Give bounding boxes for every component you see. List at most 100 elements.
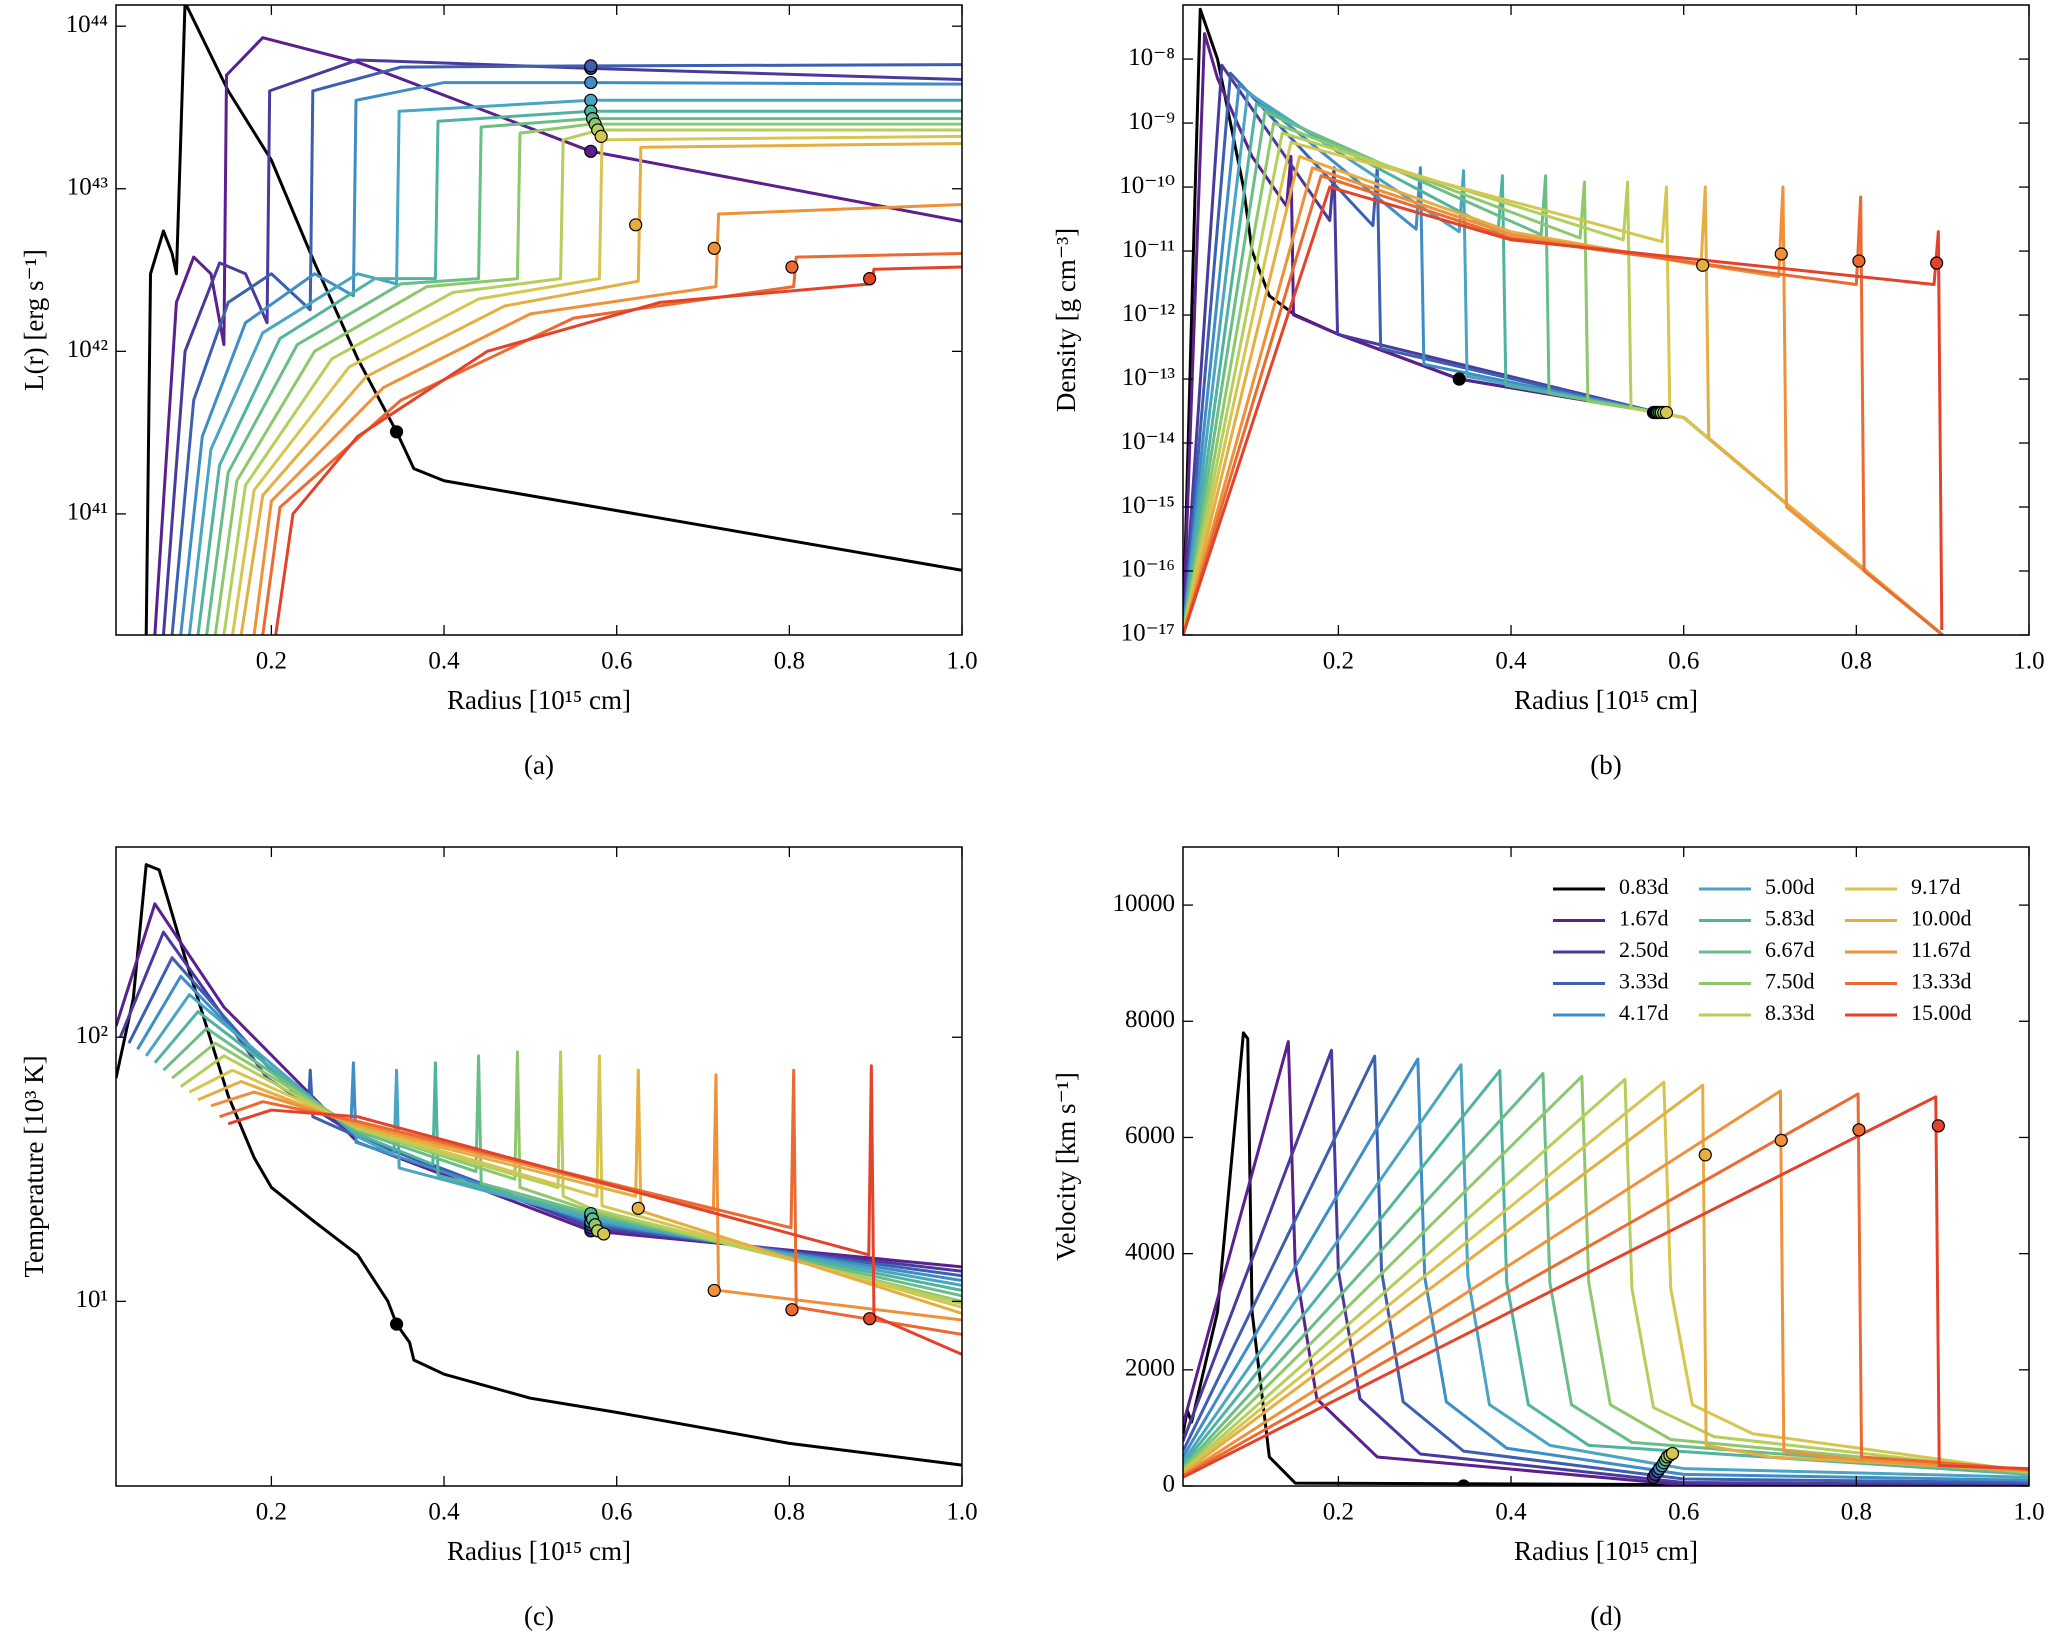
photosphere-marker: [707, 1283, 721, 1298]
y-tick-label: 10⁻¹¹: [1122, 236, 1175, 263]
series-line: [213, 122, 962, 635]
photosphere-marker: [785, 260, 799, 274]
photosphere-marker: [863, 272, 877, 286]
series-line: [1183, 1069, 2029, 1476]
photosphere-marker: [1452, 372, 1466, 386]
photosphere-marker: [389, 1317, 404, 1331]
series-line: [231, 134, 962, 635]
axes-frame: [1182, 4, 2030, 636]
legend-label: 1.67d: [1619, 906, 1669, 931]
y-tick-label: 6000: [1125, 1122, 1175, 1149]
series-line: [1183, 185, 1944, 635]
y-tick-label: 10⁻¹³: [1122, 364, 1176, 391]
y-tick-label: 2000: [1125, 1355, 1175, 1382]
x-tick-label: 1.0: [946, 1499, 977, 1526]
x-tick-label: 0.2: [1323, 1499, 1354, 1526]
y-tick-label: 10⁻¹⁵: [1121, 492, 1175, 519]
y-tick-label: 10⁻⁹: [1128, 108, 1175, 135]
series-line: [1183, 1054, 2029, 1485]
photosphere-marker: [584, 93, 598, 107]
x-tick-label: 0.6: [601, 1499, 632, 1526]
photosphere-marker: [863, 1312, 877, 1326]
series-line: [196, 109, 962, 635]
x-tick-label: 0.4: [1495, 648, 1527, 675]
series-line: [1183, 140, 1944, 635]
y-tick-label: 10⁻¹⁶: [1121, 556, 1175, 583]
y-tick-label: 10²: [76, 1022, 109, 1049]
y-tick-label: 10⁻⁸: [1128, 44, 1175, 71]
series-line: [1183, 1057, 2029, 1482]
series-line: [1183, 1072, 2029, 1475]
y-tick-label: 10000: [1113, 890, 1176, 917]
photosphere-marker: [1930, 256, 1944, 270]
x-axis-label: Radius [10¹⁵ cm]: [447, 1536, 631, 1566]
series-line: [1183, 1074, 2029, 1475]
plot-lines: [116, 863, 962, 1467]
legend-label: 2.50d: [1619, 937, 1669, 962]
photosphere-marker: [1659, 405, 1674, 420]
x-tick-label: 0.4: [428, 648, 460, 675]
legend-label: 3.33d: [1619, 969, 1669, 994]
series-line: [1183, 121, 1944, 635]
x-tick-label: 0.8: [1841, 648, 1872, 675]
panel: 0.2 0.4 0.6 0.8 1.0 0 2000 4000 6000 8000 10000 Rad…: [1051, 846, 2045, 1631]
series-line: [274, 265, 962, 635]
legend-label: 9.17d: [1911, 874, 1961, 899]
x-tick-label: 0.6: [1668, 1499, 1699, 1526]
y-tick-label: 8000: [1125, 1006, 1175, 1033]
x-tick-label: 0.6: [1668, 648, 1699, 675]
series-line: [162, 1026, 962, 1298]
y-tick-label: 0: [1163, 1471, 1176, 1498]
series-line: [170, 63, 962, 635]
series-line: [1183, 1031, 2029, 1486]
series-line: [1183, 102, 1944, 635]
x-tick-label: 0.8: [1841, 1499, 1872, 1526]
legend-label: 4.17d: [1619, 1000, 1669, 1025]
series-line: [118, 930, 962, 1273]
x-tick-label: 0.2: [256, 648, 287, 675]
x-tick-label: 1.0: [2013, 1499, 2044, 1526]
plot-lines: [1183, 1031, 2029, 1486]
y-axis-label: Temperature [10³ K]: [19, 1055, 49, 1277]
series-line: [1183, 1063, 2029, 1479]
photosphere-marker: [584, 59, 598, 73]
axes-frame: [1182, 846, 2030, 1487]
series-line: [179, 81, 962, 635]
x-tick-label: 0.8: [774, 1499, 805, 1526]
legend-label: 5.00d: [1765, 874, 1815, 899]
x-tick-label: 0.6: [601, 648, 632, 675]
legend-label: 10.00d: [1911, 906, 1972, 931]
y-tick-label: 10⁴⁴: [66, 11, 109, 38]
y-tick-label: 10⁻¹⁴: [1121, 428, 1176, 455]
series-line: [116, 863, 962, 1467]
y-tick-label: 10¹: [76, 1286, 109, 1313]
series-line: [222, 128, 962, 635]
legend-label: 13.33d: [1911, 969, 1972, 994]
caption: (c): [524, 1601, 554, 1631]
photosphere-marker: [1456, 1479, 1471, 1486]
y-axis-label: Velocity [km s⁻¹]: [1051, 1072, 1081, 1261]
series-line: [239, 141, 962, 635]
legend-label: 8.33d: [1765, 1000, 1815, 1025]
series-line: [153, 1010, 962, 1292]
x-tick-label: 0.8: [774, 648, 805, 675]
series-line: [1183, 63, 1944, 635]
y-tick-label: 4000: [1125, 1238, 1175, 1265]
series-line: [205, 117, 962, 635]
series-line: [1183, 166, 1944, 635]
legend-label: 0.83d: [1619, 874, 1669, 899]
series-line: [1183, 1083, 2029, 1475]
x-axis-label: Radius [10¹⁵ cm]: [1514, 1536, 1698, 1566]
series-line: [1183, 1095, 2029, 1479]
caption: (a): [524, 750, 554, 780]
series-line: [144, 993, 962, 1287]
series-line: [171, 1041, 962, 1303]
photosphere-marker: [707, 241, 721, 255]
legend-label: 15.00d: [1911, 1000, 1972, 1025]
series-line: [1183, 174, 1944, 635]
photosphere-marker: [631, 1201, 645, 1215]
photosphere-marker: [1852, 254, 1866, 268]
legend: 0.83d 1.67d 2.50d 3.33d 4.17d 5.00d 5.83d 6.67d…: [1553, 874, 1972, 1025]
panel: 0.2 0.4 0.6 0.8 1.0 10⁴¹ 10⁴² 10⁴³ 10⁴⁴ Radius [1…: [19, 4, 978, 780]
photosphere-marker: [785, 1303, 799, 1317]
